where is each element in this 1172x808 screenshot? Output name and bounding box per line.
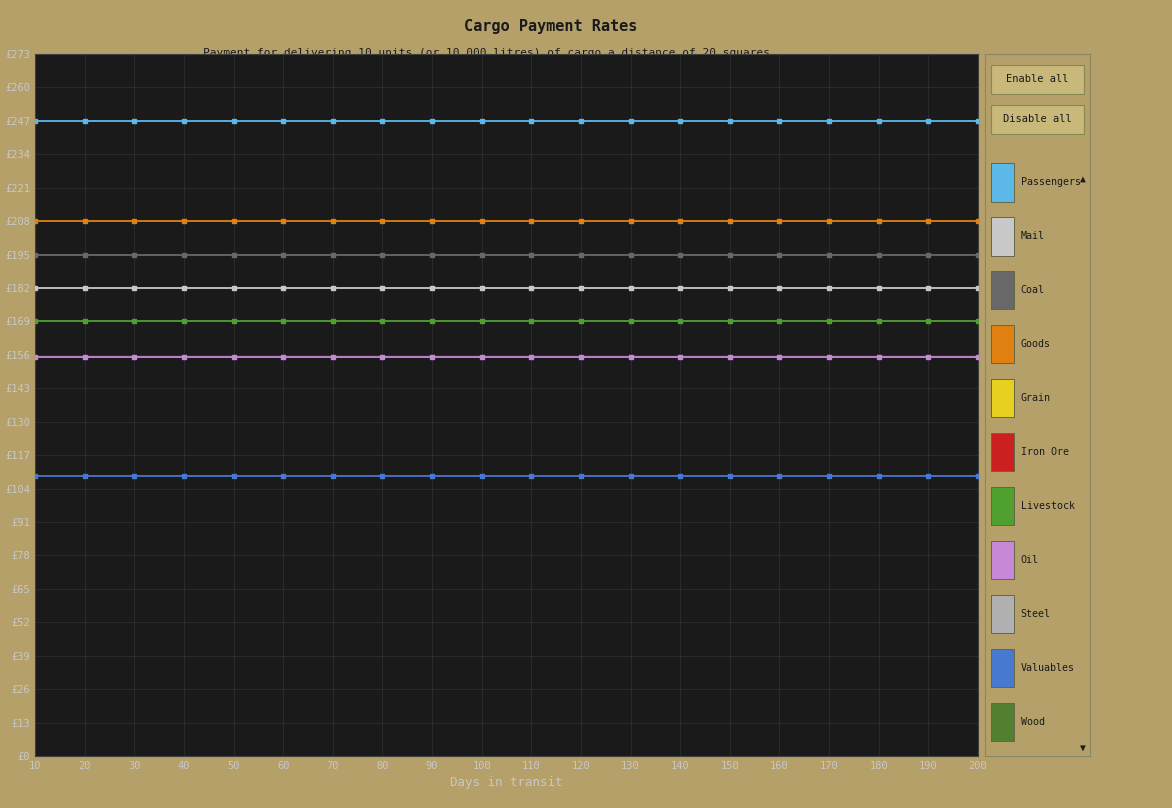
Text: Wood: Wood [1021,717,1044,727]
Text: Mail: Mail [1021,231,1044,241]
Text: Livestock: Livestock [1021,501,1075,511]
Text: Grain: Grain [1021,393,1051,403]
Text: ▼: ▼ [1079,743,1085,752]
Text: ▲: ▲ [1079,174,1085,183]
Text: Enable all: Enable all [1007,74,1069,84]
Text: Valuables: Valuables [1021,663,1075,673]
Text: Cargo Payment Rates: Cargo Payment Rates [464,19,638,35]
FancyBboxPatch shape [992,325,1015,364]
FancyBboxPatch shape [992,162,1015,201]
FancyBboxPatch shape [992,217,1015,255]
FancyBboxPatch shape [992,702,1015,742]
Text: Passengers: Passengers [1021,177,1081,187]
FancyBboxPatch shape [992,541,1015,579]
FancyBboxPatch shape [992,65,1084,94]
Text: Coal: Coal [1021,285,1044,295]
FancyBboxPatch shape [992,379,1015,418]
FancyBboxPatch shape [992,271,1015,309]
FancyBboxPatch shape [992,649,1015,688]
FancyBboxPatch shape [992,104,1084,134]
Text: Disable all: Disable all [1003,114,1072,124]
X-axis label: Days in transit: Days in transit [450,776,563,789]
Text: Steel: Steel [1021,609,1051,619]
Text: Iron Ore: Iron Ore [1021,447,1069,457]
FancyBboxPatch shape [992,432,1015,472]
Text: Goods: Goods [1021,339,1051,349]
FancyBboxPatch shape [992,486,1015,525]
Text: Oil: Oil [1021,555,1038,565]
Text: Payment for delivering 10 units (or 10,000 litres) of cargo a distance of 20 squ: Payment for delivering 10 units (or 10,0… [203,48,770,58]
FancyBboxPatch shape [992,595,1015,633]
